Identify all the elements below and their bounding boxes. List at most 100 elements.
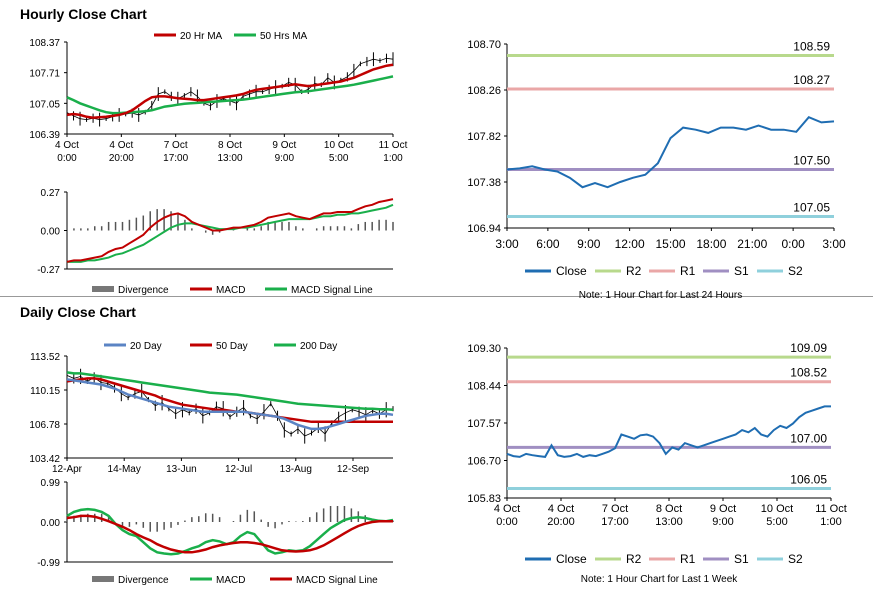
hourly-levels-x-tick-label: 15:00 xyxy=(655,237,685,251)
weekly-levels-x-tick-date: 4 Oct xyxy=(494,503,520,515)
hourly-levels-x-tick-label: 3:00 xyxy=(495,237,519,251)
weekly-levels-x-tick-date: 8 Oct xyxy=(656,503,682,515)
hourly-price-x-tick-date: 9 Oct xyxy=(272,140,296,151)
hourly-price-x-tick-time: 17:00 xyxy=(163,153,188,164)
hourly-signal-line xyxy=(67,203,394,263)
weekly-levels-x-tick-date: 7 Oct xyxy=(602,503,628,515)
daily-price-legend-label: 20 Day xyxy=(130,341,162,352)
weekly-levels-legend-label: S2 xyxy=(788,552,803,566)
weekly-levels-x-tick-time: 20:00 xyxy=(547,516,575,528)
hourly-macd-legend-swatch xyxy=(92,286,114,292)
hourly-price-y-tick-label: 108.37 xyxy=(29,38,60,49)
daily-signal-line xyxy=(66,514,393,554)
daily-price-x-tick-label: 13-Aug xyxy=(280,464,312,475)
daily-price-y-tick-label: 110.15 xyxy=(30,386,60,397)
hourly-macd-legend-label: Divergence xyxy=(118,285,169,296)
daily-price-x-tick-label: 12-Apr xyxy=(52,464,83,475)
weekly-levels-x-tick-time: 5:00 xyxy=(766,516,787,528)
daily-price-y-tick-label: 103.42 xyxy=(29,454,60,465)
weekly-levels-note: Note: 1 Hour Chart for Last 1 Week xyxy=(581,574,739,585)
daily-price-y-tick-label: 106.78 xyxy=(29,420,60,431)
weekly-levels-y-tick-label: 106.70 xyxy=(467,456,501,468)
hourly-macd-legend-label: MACD Signal Line xyxy=(291,285,373,296)
daily-macd-legend-label: MACD Signal Line xyxy=(296,575,378,586)
hourly-levels-y-tick-label: 107.82 xyxy=(467,131,501,143)
hourly-levels-y-tick-label: 107.38 xyxy=(467,177,501,189)
hourly-levels-legend-label: R1 xyxy=(680,264,696,278)
hourly-levels-legend-label: R2 xyxy=(626,264,642,278)
hourly-macd-line xyxy=(66,198,394,263)
hourly-macd-y-tick-label: 0.27 xyxy=(41,188,61,199)
hourly-levels-note: Note: 1 Hour Chart for Last 24 Hours xyxy=(579,290,742,301)
daily-macd-y-tick-label: -0.99 xyxy=(37,558,60,569)
hourly-levels-x-tick-label: 21:00 xyxy=(737,237,767,251)
hourly-levels-x-tick-label: 18:00 xyxy=(696,237,726,251)
daily-price-y-tick-label: 113.52 xyxy=(30,352,60,363)
weekly-levels-legend-label: R2 xyxy=(626,552,642,566)
hourly-levels-close-line xyxy=(506,115,835,189)
daily-macd-y-tick-label: 0.99 xyxy=(41,478,61,489)
hourly-levels-y-tick-label: 108.70 xyxy=(467,39,501,51)
weekly-levels-x-tick-date: 11 Oct xyxy=(815,503,847,515)
hourly-macd-y-tick-label: 0.00 xyxy=(41,227,61,238)
daily-price-x-tick-label: 12-Sep xyxy=(337,464,370,475)
hourly-macd-legend-label: MACD xyxy=(216,285,245,296)
hourly-price-legend-label: 20 Hr MA xyxy=(180,31,223,42)
hourly-price-x-tick-time: 5:00 xyxy=(329,153,349,164)
hourly-price-x-tick-time: 9:00 xyxy=(275,153,295,164)
weekly-levels-close-line xyxy=(506,405,831,458)
hourly-price-y-tick-label: 107.05 xyxy=(29,99,60,110)
hourly-price-x-tick-date: 4 Oct xyxy=(55,140,79,151)
hourly-price-legend-label: 50 Hrs MA xyxy=(260,31,308,42)
hourly-price-x-tick-date: 7 Oct xyxy=(164,140,188,151)
weekly-levels-x-tick-time: 13:00 xyxy=(655,516,683,528)
weekly-levels-y-tick-label: 105.83 xyxy=(467,493,501,505)
weekly-levels-level-label: 108.52 xyxy=(790,366,827,380)
hourly-price-x-tick-date: 8 Oct xyxy=(218,140,242,151)
hourly-price-x-tick-date: 11 Oct xyxy=(379,140,408,151)
weekly-levels-x-tick-time: 17:00 xyxy=(601,516,629,528)
weekly-levels-x-tick-date: 10 Oct xyxy=(761,503,793,515)
weekly-levels-x-tick-time: 9:00 xyxy=(712,516,733,528)
weekly-levels-y-tick-label: 109.30 xyxy=(467,343,501,355)
daily-price-legend-label: 200 Day xyxy=(300,341,337,352)
daily-macd-y-tick-label: 0.00 xyxy=(41,518,61,529)
weekly-levels-level-label: 107.00 xyxy=(790,431,827,445)
daily-price-legend-label: 50 Day xyxy=(216,341,248,352)
daily-section-title: Daily Close Chart xyxy=(20,304,136,320)
section-divider xyxy=(0,296,873,297)
hourly-price-y-tick-label: 107.71 xyxy=(29,69,60,80)
hourly-50hr-ma-line xyxy=(66,75,394,115)
hourly-price-x-tick-time: 20:00 xyxy=(109,153,134,164)
daily-20day-line xyxy=(66,378,394,431)
hourly-price-x-tick-time: 13:00 xyxy=(217,153,242,164)
weekly-levels-level-label: 109.09 xyxy=(790,341,827,355)
hourly-levels-legend-label: Close xyxy=(556,264,587,278)
daily-price-x-tick-label: 12-Jul xyxy=(225,464,252,475)
daily-price-x-tick-label: 13-Jun xyxy=(166,464,197,475)
hourly-levels-x-tick-label: 12:00 xyxy=(615,237,645,251)
weekly-levels-x-tick-date: 4 Oct xyxy=(548,503,574,515)
hourly-price-x-tick-time: 1:00 xyxy=(383,153,403,164)
weekly-levels-x-tick-time: 0:00 xyxy=(496,516,517,528)
weekly-levels-x-tick-time: 1:00 xyxy=(820,516,841,528)
hourly-levels-x-tick-label: 3:00 xyxy=(822,237,846,251)
hourly-levels-x-tick-label: 0:00 xyxy=(781,237,805,251)
hourly-section-title: Hourly Close Chart xyxy=(20,6,147,22)
hourly-levels-y-tick-label: 108.26 xyxy=(467,85,501,97)
hourly-macd-y-tick-label: -0.27 xyxy=(37,265,60,276)
weekly-levels-x-tick-date: 9 Oct xyxy=(710,503,736,515)
hourly-price-x-tick-date: 10 Oct xyxy=(324,140,354,151)
daily-200day-line xyxy=(66,371,394,411)
hourly-levels-x-tick-label: 6:00 xyxy=(536,237,560,251)
weekly-levels-legend-label: R1 xyxy=(680,552,696,566)
weekly-levels-legend-label: Close xyxy=(556,552,587,566)
hourly-levels-level-label: 108.27 xyxy=(793,73,830,87)
daily-macd-legend-label: Divergence xyxy=(118,575,169,586)
hourly-price-x-tick-date: 4 Oct xyxy=(109,140,133,151)
hourly-levels-level-label: 107.50 xyxy=(793,153,830,167)
daily-price-price-line xyxy=(66,375,394,437)
weekly-levels-y-tick-label: 107.57 xyxy=(467,418,501,430)
weekly-levels-level-label: 106.05 xyxy=(790,472,827,486)
